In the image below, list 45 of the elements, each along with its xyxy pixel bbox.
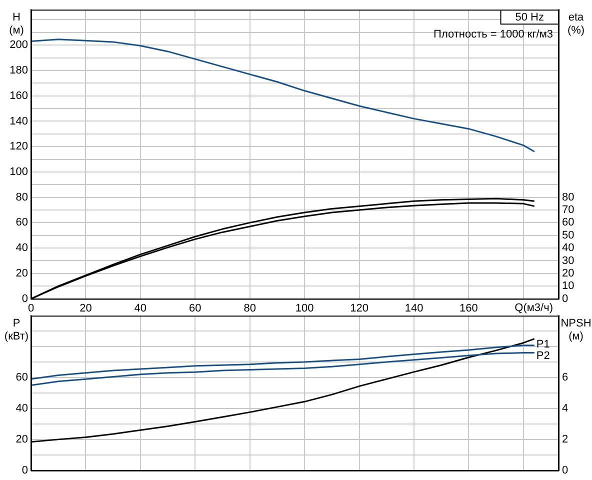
y2-tick-label: 70 xyxy=(562,204,574,216)
y2-tick-label: 0 xyxy=(562,292,568,305)
y-tick-label: 20 xyxy=(16,433,28,446)
y-tick-label: 200 xyxy=(10,39,28,52)
y-tick-label: 0 xyxy=(22,464,28,476)
x-tick-label: 40 xyxy=(134,302,147,314)
x-tick-label: 160 xyxy=(460,302,478,314)
y2-tick-label: 2 xyxy=(562,433,568,446)
x-tick-label: 80 xyxy=(244,302,256,314)
x-tick-label: 20 xyxy=(80,302,92,314)
x-tick-label: 120 xyxy=(350,302,368,314)
y2-axis-title: NPSH (м) xyxy=(560,318,592,343)
y-tick-label: 60 xyxy=(16,372,28,384)
y2-tick-label: 20 xyxy=(562,267,574,280)
x-tick-label: 60 xyxy=(189,302,202,314)
y2-tick-label: 40 xyxy=(562,242,574,254)
y2-tick-label: 30 xyxy=(562,254,574,267)
y2-tick-label: 6 xyxy=(562,372,568,384)
y2-tick-label: 50 xyxy=(562,229,574,242)
y-axis-title: H (м) xyxy=(9,12,24,37)
y2-axis-title: eta (%) xyxy=(567,12,585,37)
y2-tick-label: 0 xyxy=(562,464,568,476)
y-axis-title: P (кВт) xyxy=(4,318,29,343)
y-tick-label: 180 xyxy=(10,64,28,77)
x-tick-label: 140 xyxy=(404,302,424,314)
series-label: P1 xyxy=(536,338,550,350)
annotation: Плотность = 1000 кг/м3 xyxy=(434,28,553,41)
chart-title: 50 Hz xyxy=(515,12,544,24)
y-tick-label: 120 xyxy=(10,140,28,153)
y-tick-label: 60 xyxy=(16,216,28,229)
y-tick-label: 160 xyxy=(10,90,28,102)
y2-tick-label: 80 xyxy=(562,191,574,204)
y-tick-label: 20 xyxy=(16,267,28,280)
x-axis-title: Q(м3/ч) xyxy=(514,302,553,314)
y-tick-label: 100 xyxy=(10,166,28,178)
y-tick-label: 40 xyxy=(16,402,28,415)
y-tick-label: 80 xyxy=(16,191,28,204)
y-tick-label: 40 xyxy=(16,242,28,254)
y2-tick-label: 60 xyxy=(562,216,574,229)
y2-tick-label: 4 xyxy=(562,402,568,415)
x-tick-label: 100 xyxy=(295,302,314,314)
series-label: P2 xyxy=(536,350,550,362)
y-tick-label: 140 xyxy=(10,115,28,128)
y2-tick-label: 10 xyxy=(562,280,574,292)
y-tick-label: 0 xyxy=(22,292,28,305)
